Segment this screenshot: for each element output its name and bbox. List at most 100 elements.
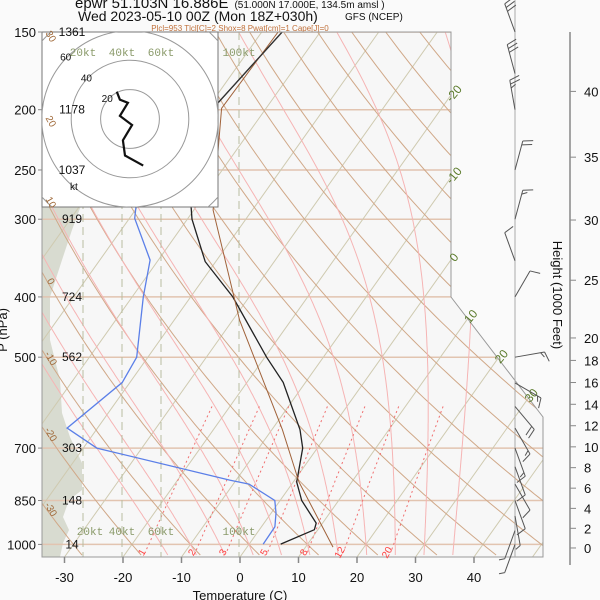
- moist-adiabat: [42, 32, 197, 556]
- mixing-ratio-line: [306, 406, 366, 553]
- wind-barb-feather: [519, 472, 525, 478]
- wind-barb-feather: [538, 397, 542, 409]
- wind-barb: [514, 427, 531, 462]
- wind-barb-feather: [498, 572, 505, 575]
- wind-barb: [514, 466, 526, 502]
- geopotential-height-label: 303: [62, 441, 82, 455]
- height-tick-label: 2: [584, 521, 591, 536]
- y-axis-title: P (hPa): [0, 308, 10, 352]
- wind-barb-staff: [514, 190, 524, 220]
- pressure-tick-label: 200: [14, 103, 36, 118]
- hodograph-ring: [100, 89, 160, 149]
- wind-barb-staff: [504, 544, 516, 573]
- wind-barb-feather: [525, 426, 533, 436]
- mixing-ratio-line: [194, 406, 260, 553]
- pressure-tick-label: 850: [14, 494, 36, 509]
- wind-barb-staff: [514, 466, 526, 496]
- wind-barb: [514, 515, 521, 550]
- pressure-tick-label: 400: [14, 290, 36, 305]
- dry-adiabat: [171, 32, 543, 556]
- wind-barb: [514, 189, 534, 220]
- dry-adiabat-label: 20: [43, 114, 58, 130]
- height-tick-label: 18: [584, 353, 598, 368]
- wind-barb-feather: [516, 494, 526, 502]
- mixing-ratio-label: 8: [298, 547, 311, 558]
- x-tick-label: 0: [236, 570, 243, 585]
- wind-barb: [498, 544, 516, 575]
- speed-label: 40kt: [109, 527, 135, 539]
- height-tick-label: 20: [584, 331, 598, 346]
- wind-barb-staff: [504, 232, 516, 262]
- wind-barb: [514, 351, 550, 362]
- height-tick-label: 16: [584, 376, 598, 391]
- height-axis-title: Height (1000 Feet): [550, 241, 565, 349]
- wind-barb-staff: [514, 140, 524, 171]
- speed-label: 60kt: [148, 48, 174, 60]
- dry-adiabat: [42, 32, 142, 556]
- wind-barb-feather: [521, 192, 528, 195]
- wind-barb-feather: [540, 352, 545, 358]
- isotherm: [356, 32, 543, 557]
- dry-adiabat: [42, 32, 438, 556]
- wind-barb-staff: [509, 80, 516, 110]
- wind-barb-staff: [504, 530, 516, 559]
- wind-barb: [504, 226, 516, 262]
- hodograph-unit-label: kt: [70, 182, 78, 193]
- plot-border: [41, 31, 544, 558]
- pressure-tick-label: 500: [14, 350, 36, 365]
- wind-barb-staff: [506, 44, 516, 74]
- height-tick-label: 35: [584, 150, 598, 165]
- x-tick-label: -20: [114, 570, 133, 585]
- x-tick-label: 10: [291, 570, 305, 585]
- pressure-tick-label: 1000: [7, 537, 36, 552]
- wind-barb-staff: [514, 447, 526, 477]
- wind-barb: [506, 38, 519, 74]
- moist-adiabat: [53, 32, 311, 556]
- title-station: epwr 51.103N 16.886E: [75, 0, 228, 12]
- x-axis-title: Temperature (C): [193, 588, 288, 600]
- model-name: GFS (NCEP): [345, 12, 403, 23]
- height-tick-label: 4: [584, 501, 591, 516]
- height-tick-label: 0: [584, 541, 591, 556]
- geopotential-height-label: 919: [62, 212, 82, 226]
- mixing-ratio-label: 12: [333, 545, 348, 561]
- wind-barb-feather: [509, 46, 519, 53]
- wind-barb-feather: [516, 475, 526, 483]
- pressure-tick-label: 700: [14, 441, 36, 456]
- moist-adiabat: [336, 32, 429, 555]
- dry-adiabat-label: 0: [44, 277, 57, 288]
- wind-barb-feather: [529, 270, 541, 274]
- dry-adiabat: [0, 13, 23, 555]
- moist-adiabat: [42, 32, 282, 556]
- mixing-ratio-label: 20: [380, 545, 395, 561]
- wind-barb-staff: [514, 382, 542, 399]
- mixing-ratio-line: [225, 406, 290, 553]
- wind-barb-staff: [514, 406, 535, 430]
- height-tick-label: 6: [584, 481, 591, 496]
- height-tick-label: 14: [584, 397, 598, 412]
- wind-barb-feather: [544, 351, 550, 362]
- dry-adiabat-label: 10: [43, 195, 58, 211]
- title-coordinates: (51.000N 17.000E, 134.5m amsl ): [234, 0, 384, 11]
- geopotential-height-label: 1178: [59, 103, 85, 117]
- wind-speed-scale-bottom: 20kt 40kt 60kt 100kt: [77, 527, 256, 539]
- isotherm: [473, 32, 543, 557]
- moist-adiabat: [238, 32, 396, 555]
- moist-adiabat: [161, 32, 368, 556]
- moist-adiabat: [100, 32, 339, 556]
- wind-barb-feather: [515, 545, 521, 550]
- wind-barb-staff: [514, 351, 545, 358]
- height-tick-label: 40: [584, 84, 598, 99]
- hodograph-ring-label: 60: [60, 53, 72, 64]
- height-tick-label: 30: [584, 213, 598, 228]
- wind-barb-feather: [510, 78, 521, 85]
- parcel-line: [212, 32, 334, 548]
- wind-barbs: [498, 0, 550, 575]
- x-tick-label: 20: [350, 570, 364, 585]
- wind-barb: [514, 270, 541, 298]
- pressure-tick-label: 150: [14, 25, 36, 40]
- wind-barb: [514, 140, 534, 171]
- dry-adiabat: [42, 32, 201, 556]
- hodograph-ring: [70, 59, 190, 179]
